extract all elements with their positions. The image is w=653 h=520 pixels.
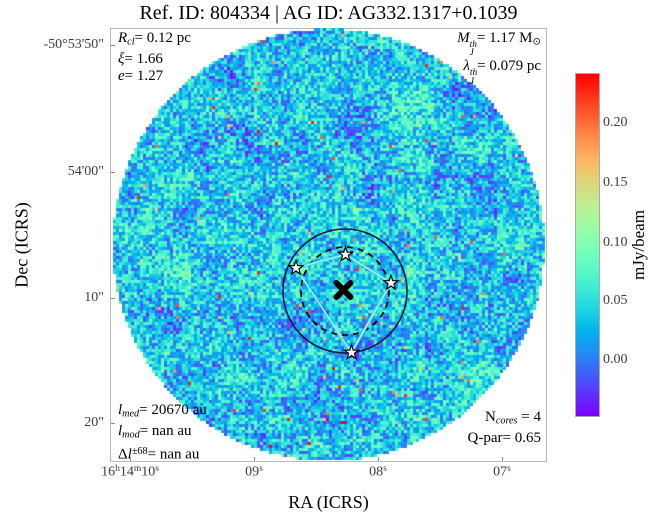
y-axis-label: Dec (ICRS) [11,202,32,288]
mst-edge-core [295,254,346,269]
y-tickmark [111,45,115,46]
solid-aperture-circle [282,228,408,354]
x-axis-label: RA (ICRS) [288,492,369,512]
x-tick-label: 09s [245,464,263,480]
annotation-line-lmed: lmed= 20670 au [118,402,207,420]
colorbar-tick-label: 0.15 [603,175,628,190]
annotation-bottomright: Ncores = 4 Q-par= 0.65 [468,409,541,447]
annotation-topleft: Rcl= 0.12 pc ξ= 1.66 e= 1.27 [118,30,191,85]
x-tick-label: 16h14m10s [101,464,159,480]
mst-edge-core [295,267,352,353]
y-tick-label: -50°53'50" [43,37,105,52]
annotation-bottomleft: lmed= 20670 au lmod= nan au Δl±68= nan a… [118,402,207,464]
dashed-aperture-circle [300,246,390,336]
colorbar-tick-label: 0.05 [603,293,628,308]
colorbar-tick-label: 0.20 [603,115,628,130]
core-star-marker [336,245,355,263]
y-tickmark [111,172,115,173]
x-tickmark [502,457,503,461]
y-tickmark [111,298,115,299]
colorbar-tick-label: 0.00 [603,352,628,367]
x-tick-label: 08s [369,464,387,480]
mst-edge-core [351,282,392,353]
colorbar-tick-label: 0.10 [603,235,628,250]
y-tick-label: 20" [84,415,104,430]
annotation-line-lmod: lmod= nan au [118,422,192,441]
core-star-marker [287,258,305,276]
y-tick-label: 54'00" [67,164,104,179]
annotation-line-dl68: Δl±68= nan au [118,446,200,463]
mst-edge-core [345,254,392,284]
y-tick-label: 10" [84,290,104,305]
x-tick-label: 07s [493,464,511,480]
annotation-line-lambdajth: λ th J = 0.079 pc [463,58,541,87]
annotation-line-e: e= 1.27 [118,67,164,84]
x-tickmark [378,457,379,461]
annotation-line-xi: ξ= 1.66 [118,50,163,67]
annotation-line-qpar: Q-par= 0.65 [467,429,541,446]
center-cross-marker [333,280,354,300]
annotation-line-ncores: Ncores = 4 [484,409,541,427]
x-tickmark [254,457,255,461]
annotation-line-rcl: Rcl= 0.12 pc [118,30,191,48]
intensity-map [110,28,547,462]
colorbar [575,73,600,417]
y-tickmark [111,423,115,424]
core-star-marker [342,343,361,361]
overlay-markers [282,228,408,361]
colorbar-axis-label: mJy/beam [629,210,648,280]
x-tickmark [130,457,131,461]
core-star-marker [382,273,400,291]
page-title: Ref. ID: 804334 | AG ID: AG332.1317+0.10… [139,2,518,24]
